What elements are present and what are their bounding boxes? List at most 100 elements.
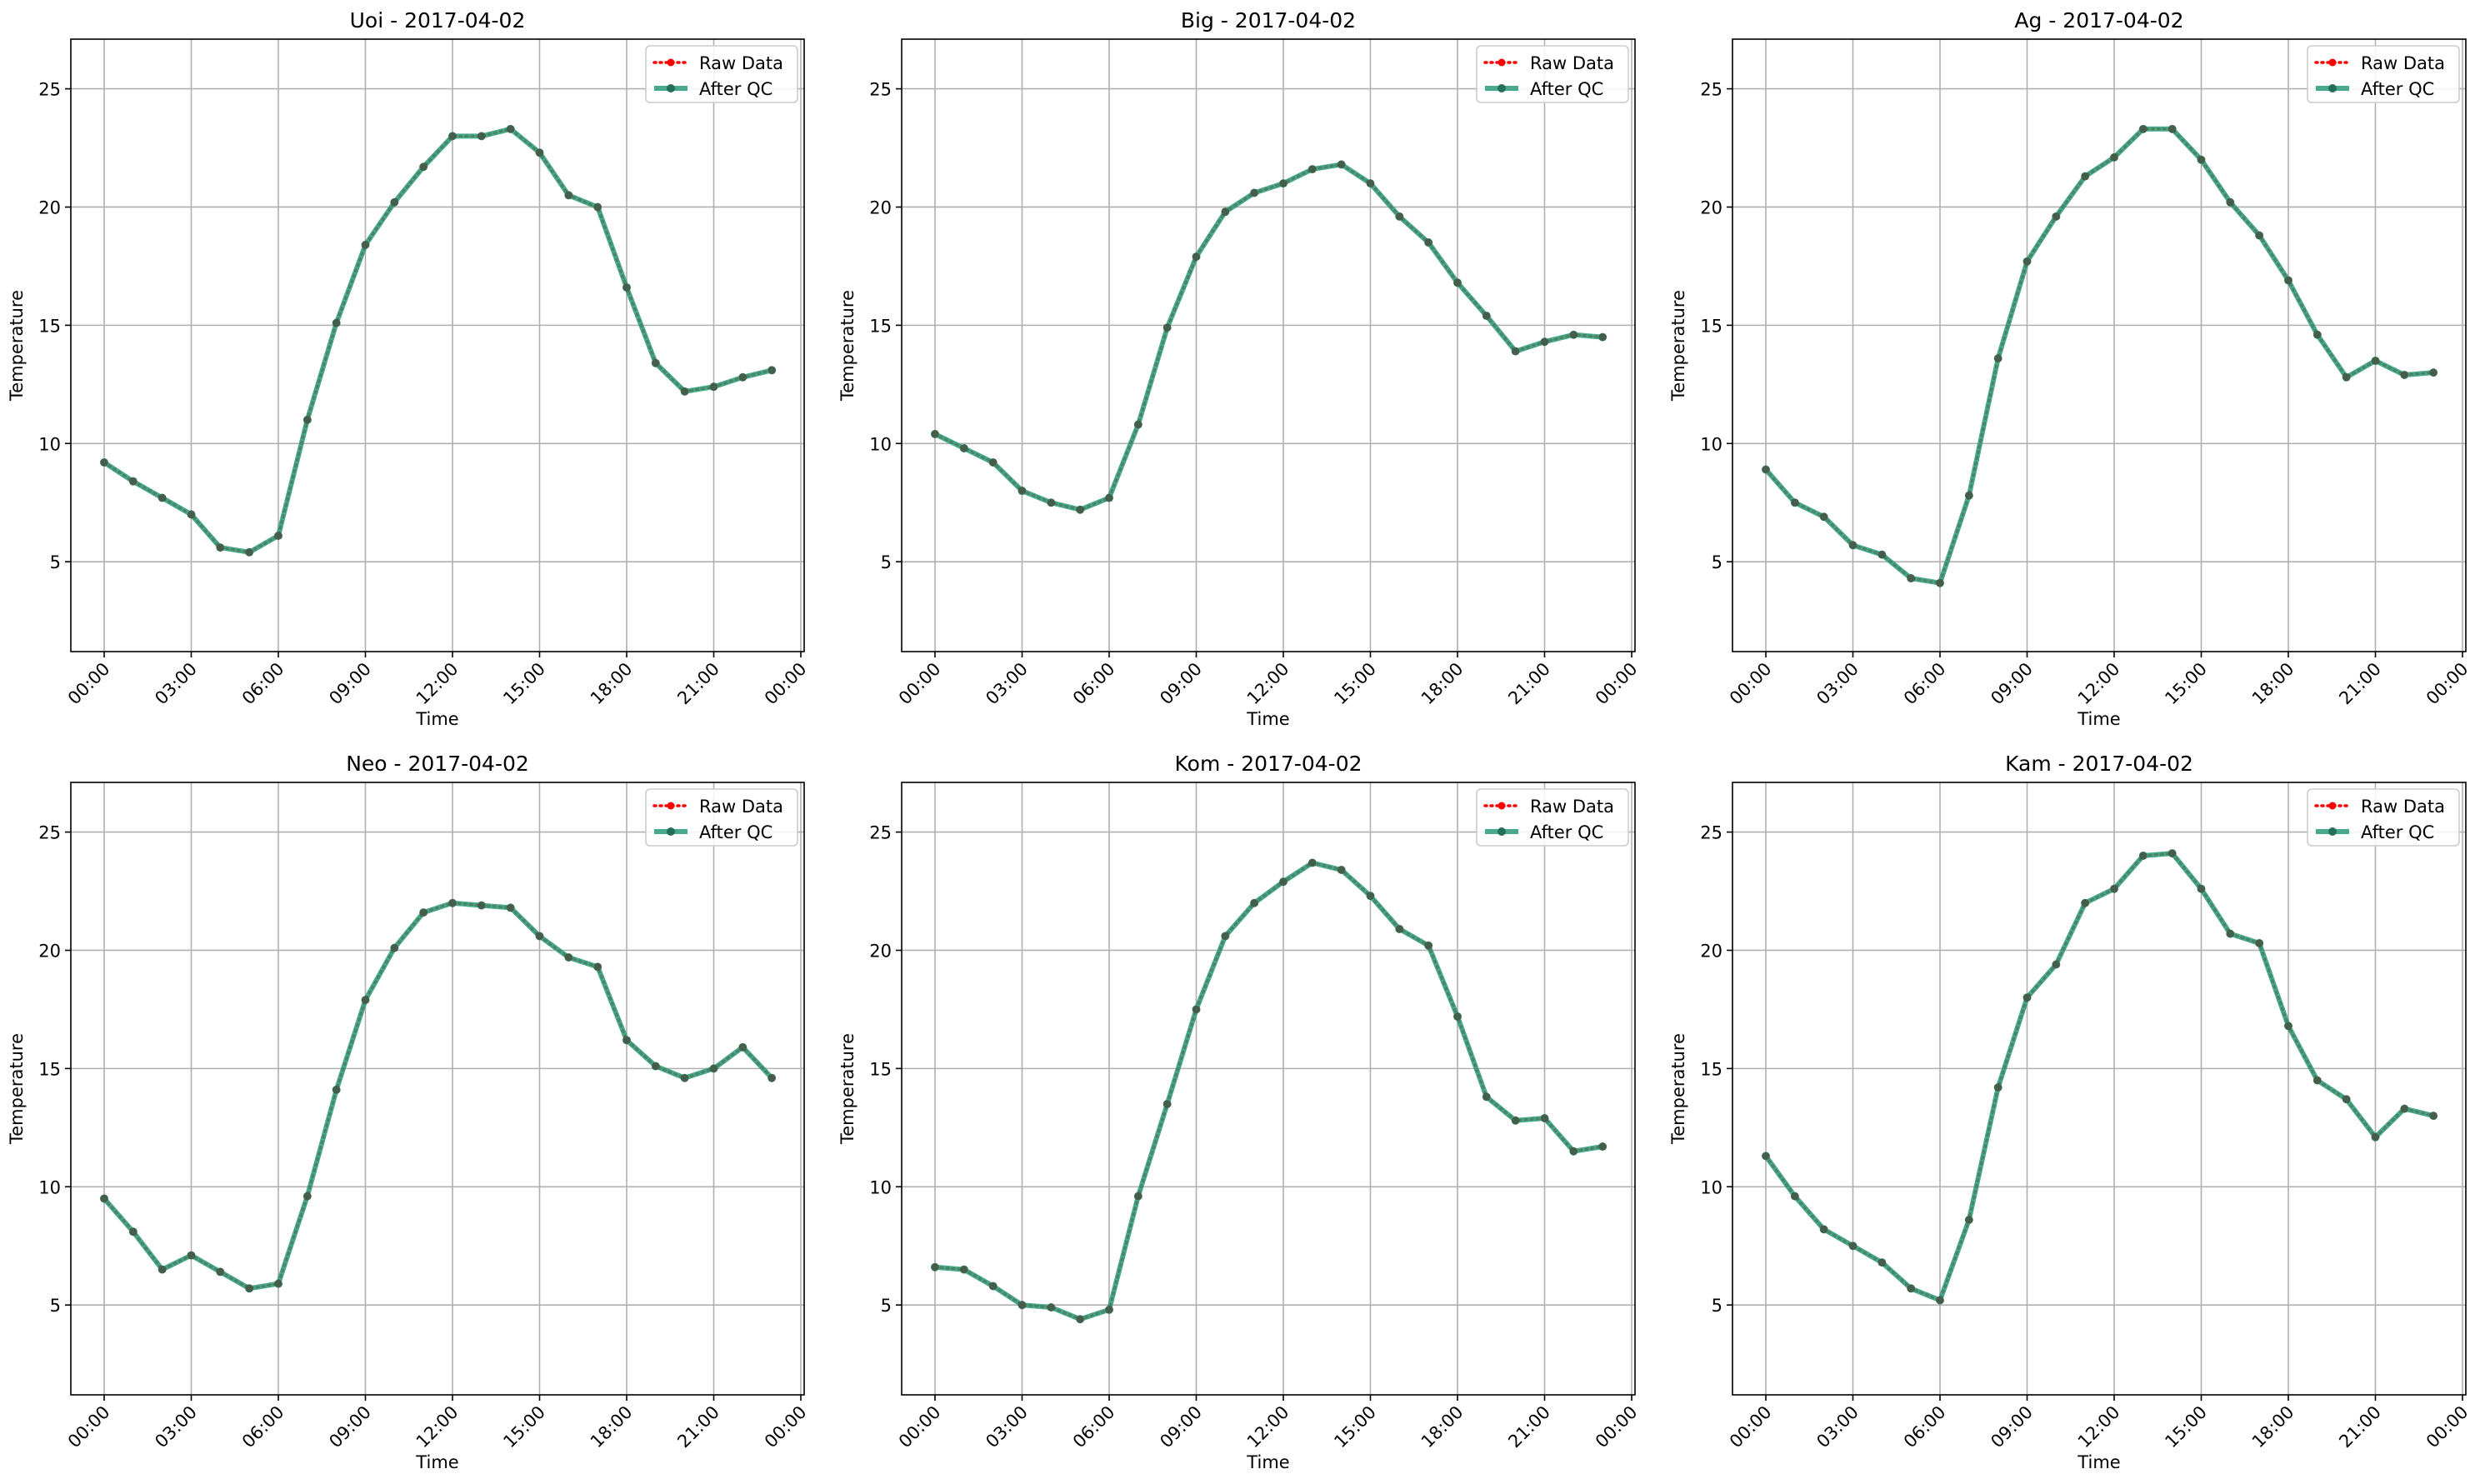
legend-qc-marker (667, 827, 675, 836)
after-qc-point (1762, 1152, 1770, 1161)
after-qc-point (1936, 578, 1944, 587)
after-qc-point (448, 132, 457, 141)
after-qc-point (1337, 866, 1346, 874)
y-tick-label: 20 (869, 197, 892, 217)
axes-frame (1732, 38, 2467, 652)
after-qc-point (1878, 550, 1887, 559)
after-qc-point (332, 318, 341, 327)
after-qc-point (1424, 238, 1433, 247)
raw-data-line (102, 901, 773, 1291)
after-qc-point (1395, 924, 1404, 933)
legend-raw-label: Raw Data (699, 53, 783, 73)
after-qc-point (187, 1251, 196, 1260)
after-qc-point (1279, 179, 1288, 188)
after-qc-point (1569, 330, 1578, 339)
after-qc-point (216, 543, 225, 552)
y-tick-label: 15 (38, 316, 61, 336)
y-tick-label: 25 (38, 823, 61, 843)
x-tick-label: 21:00 (673, 1402, 723, 1452)
after-qc-point (1511, 347, 1520, 356)
after-qc-point (651, 1062, 660, 1071)
after-qc-point (2226, 197, 2235, 207)
after-qc-point (448, 898, 457, 907)
x-tick-label: 21:00 (1504, 1402, 1554, 1452)
after-qc-point (680, 1073, 689, 1082)
after-qc-point (1993, 354, 2002, 363)
subplot-title: Neo - 2017-04-02 (346, 752, 529, 776)
after-qc-point (274, 531, 282, 540)
after-qc-point (2197, 884, 2206, 893)
after-qc-point (2342, 372, 2351, 382)
x-tick-label: 12:00 (2074, 1402, 2124, 1452)
after-qc-point (2022, 993, 2032, 1002)
after-qc-point (1279, 877, 1288, 887)
gridlines (1732, 782, 2466, 1395)
subplot-5: Kom - 2017-04-02 5 10 15 20 25 00:00 03:00 06:00… (838, 752, 1642, 1472)
x-tick-label: 15:00 (2161, 1402, 2211, 1452)
after-qc-line (102, 126, 775, 555)
after-qc-point (709, 1064, 718, 1073)
legend-raw-marker (1498, 802, 1506, 810)
after-qc-point (1308, 165, 1317, 174)
after-qc-point (1366, 179, 1375, 188)
x-tick-label: 06:00 (1900, 1402, 1950, 1452)
x-tick-label: 18:00 (587, 659, 637, 709)
x-tick-label: 00:00 (895, 1402, 945, 1452)
legend-raw-marker (667, 58, 675, 67)
after-qc-point (1250, 898, 1259, 907)
after-qc-point (1018, 487, 1027, 496)
after-qc-point (1540, 337, 1549, 347)
x-tick-label: 09:00 (325, 659, 375, 709)
after-qc-point (2226, 929, 2235, 938)
legend-qc-label: After QC (1530, 79, 1603, 99)
legend-raw-marker (2328, 58, 2337, 67)
x-tick-label: 18:00 (1418, 659, 1468, 709)
after-qc-point (1540, 1113, 1549, 1122)
axes-frame (1732, 782, 2467, 1396)
after-qc-point (419, 908, 428, 917)
x-tick-label: 21:00 (673, 659, 723, 709)
after-qc-point (1993, 1083, 2002, 1092)
x-axis-label: Time (2077, 1452, 2120, 1472)
axes-frame (901, 782, 1636, 1396)
legend-qc-label: After QC (699, 822, 772, 842)
after-qc-point (1511, 1116, 1520, 1125)
subplot-title: Ag - 2017-04-02 (2014, 8, 2183, 32)
x-tick-label: 06:00 (238, 659, 288, 709)
x-axis-label: Time (415, 709, 458, 729)
after-qc-point (1366, 892, 1375, 901)
after-qc-point (680, 387, 689, 396)
after-qc-point (2255, 938, 2264, 947)
axes-frame (70, 38, 805, 652)
after-qc-point (593, 962, 602, 972)
y-tick-label: 5 (881, 552, 892, 572)
after-qc-point (1790, 1192, 1799, 1201)
after-qc-point (1133, 420, 1142, 429)
x-axis-label: Time (1246, 1452, 1289, 1472)
after-qc-line (1763, 851, 2437, 1303)
after-qc-point (100, 1194, 108, 1203)
after-qc-point (187, 510, 196, 519)
series-after-qc (100, 124, 777, 557)
subplot-4: Neo - 2017-04-02 5 10 15 20 25 00:00 03:00 06:00… (7, 752, 811, 1472)
x-tick-label: 06:00 (1069, 659, 1119, 709)
y-tick-label: 5 (50, 552, 61, 572)
subplot-2: Big - 2017-04-02 5 10 15 20 25 00:00 03:00 06:00… (838, 8, 1642, 729)
y-tick-label: 20 (1700, 941, 1722, 961)
legend: Raw Data After QC (645, 45, 798, 103)
x-tick-label: 15:00 (1330, 659, 1380, 709)
after-qc-point (709, 382, 718, 392)
y-tick-label: 20 (38, 941, 61, 961)
after-qc-point (738, 1042, 748, 1052)
after-qc-point (1878, 1258, 1887, 1267)
legend-raw-label: Raw Data (2361, 53, 2445, 73)
gridlines (71, 782, 804, 1395)
after-qc-point (390, 197, 399, 207)
after-qc-point (361, 240, 370, 249)
after-qc-point (959, 443, 968, 452)
series-raw-data (100, 899, 776, 1292)
legend-qc-marker (667, 84, 675, 92)
after-qc-point (622, 1036, 631, 1045)
y-tick-label: 25 (1700, 823, 1722, 843)
after-qc-point (1819, 512, 1828, 522)
